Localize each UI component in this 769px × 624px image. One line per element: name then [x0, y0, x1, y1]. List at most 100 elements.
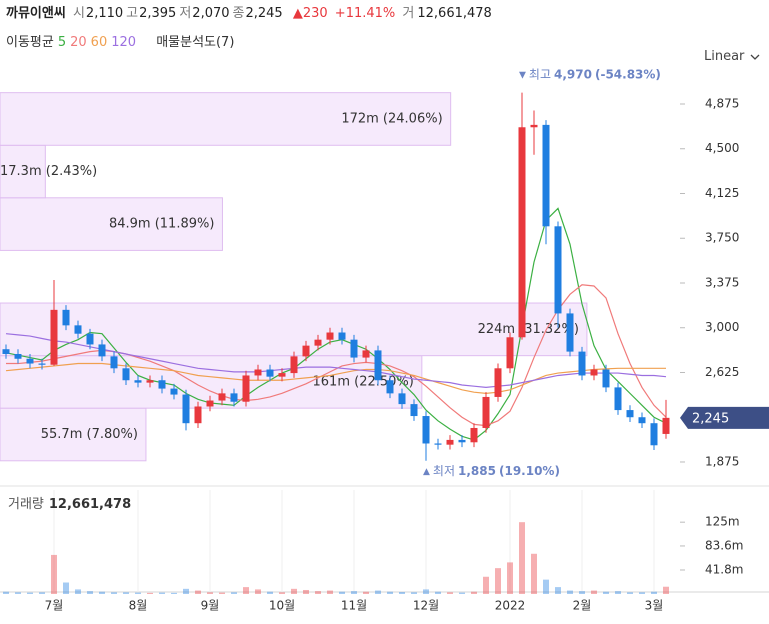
volume-bar	[411, 592, 417, 594]
x-tick-label: 7월	[45, 599, 64, 613]
candle-body	[62, 309, 70, 326]
volume-bar	[651, 591, 657, 594]
volume-bar	[531, 553, 537, 594]
volume-bar	[291, 588, 297, 594]
candle-body	[254, 369, 262, 376]
y-tick-label: 3,750	[705, 231, 739, 245]
candle-body	[38, 363, 46, 365]
volume-bar	[387, 591, 393, 594]
volume-bar	[267, 591, 273, 594]
field-value: 2,070	[192, 6, 230, 21]
candle-body	[74, 325, 82, 334]
extreme-change: (19.10%)	[499, 463, 560, 477]
candle-body	[374, 350, 382, 381]
profile-bar	[0, 144, 46, 199]
candle-body	[638, 417, 646, 424]
last-price-label: 2,245	[692, 411, 729, 426]
candle-body	[242, 375, 250, 402]
volume-title-value: 12,661,478	[49, 497, 131, 512]
candle-body	[458, 439, 466, 443]
volume-bar	[351, 591, 357, 594]
candle-body	[14, 353, 22, 359]
volume-label: 거	[402, 6, 415, 21]
ma-legend-item: 5	[57, 35, 67, 50]
candle-body	[146, 380, 154, 383]
y-tick-label: 4,875	[705, 96, 739, 110]
volume-bar	[567, 590, 573, 594]
candle-body	[326, 332, 334, 340]
x-tick-label: 3월	[645, 599, 664, 613]
scale-label: Linear	[704, 49, 745, 64]
volume-bar	[615, 591, 621, 594]
profile-label: 161m (22.50%)	[313, 374, 414, 389]
volume-bar	[135, 592, 141, 594]
ma-label[interactable]: 이동평균	[6, 35, 54, 50]
candle-body	[110, 356, 118, 369]
field-label: 고	[126, 6, 139, 21]
field-label: 시	[72, 6, 85, 21]
y-tick-label: 41.8m	[705, 562, 743, 576]
volume-bar	[207, 592, 213, 594]
candle-body	[506, 337, 514, 369]
ma-legend-item: 120	[111, 35, 137, 50]
x-tick-label: 9월	[201, 599, 220, 613]
x-tick-label: 2022	[495, 599, 526, 613]
candle-body	[518, 127, 526, 338]
profile-bar	[0, 407, 147, 462]
y-tick-label: 4,500	[705, 141, 739, 155]
volume-bar	[435, 591, 441, 594]
ma-line	[5, 207, 667, 441]
ma-legend-item: 20	[70, 35, 87, 50]
volume-bar	[639, 592, 645, 594]
scale-select[interactable]: Linear	[704, 49, 761, 64]
y-tick-label: 83.6m	[705, 538, 743, 552]
candle-body	[494, 368, 502, 397]
volume-bar	[111, 592, 117, 594]
candle-body	[578, 351, 586, 376]
candle-body	[50, 309, 58, 365]
y-tick-label: 2,625	[705, 365, 739, 379]
volume-title: 거래량 12,661,478	[8, 497, 131, 512]
volume-bar	[255, 589, 261, 594]
change-pct: +11.41%	[334, 6, 396, 21]
field-value: 2,395	[139, 6, 177, 21]
volume-bar	[243, 587, 249, 594]
extreme-text: 최고	[529, 67, 551, 81]
volume-bar	[27, 592, 33, 594]
x-tick-label: 11월	[341, 599, 367, 613]
y-tick-label: 1,875	[705, 454, 739, 468]
ma-line	[5, 362, 666, 394]
volume-bar	[591, 590, 597, 594]
profile-toggle[interactable]: 매물분석도(7)	[156, 35, 235, 50]
volume-bar	[123, 592, 129, 594]
field-label: 종	[232, 6, 245, 21]
ma-line	[6, 284, 667, 427]
chevron	[750, 54, 760, 60]
candle-body	[86, 333, 94, 345]
profile-bar	[0, 92, 452, 146]
volume-bar	[519, 522, 525, 594]
profile-label: 224m (31.32%)	[478, 322, 579, 337]
extreme-marker: ▼	[519, 70, 526, 80]
extreme-value: 1,885	[458, 463, 496, 477]
field-value: 2,245	[245, 6, 283, 21]
x-tick-label: 2월	[573, 599, 592, 613]
volume-bar	[555, 587, 561, 594]
volume-bar	[195, 590, 201, 594]
candle-body	[542, 124, 550, 227]
candle-body	[278, 373, 286, 377]
field-label: 저	[179, 6, 192, 21]
volume-bar	[75, 589, 81, 594]
y-tick-label: 3,000	[705, 320, 739, 334]
volume-bar	[279, 592, 285, 594]
profile-label: 84.9m (11.89%)	[109, 217, 214, 232]
extreme-text: 최저	[433, 463, 455, 477]
volume-bar	[183, 588, 189, 594]
profile-label: 172m (24.06%)	[341, 111, 442, 126]
candle-body	[302, 345, 310, 357]
candle-body	[422, 416, 430, 444]
ma-legend-item: 60	[90, 35, 108, 50]
candle-body	[182, 394, 190, 424]
candle-body	[614, 387, 622, 411]
